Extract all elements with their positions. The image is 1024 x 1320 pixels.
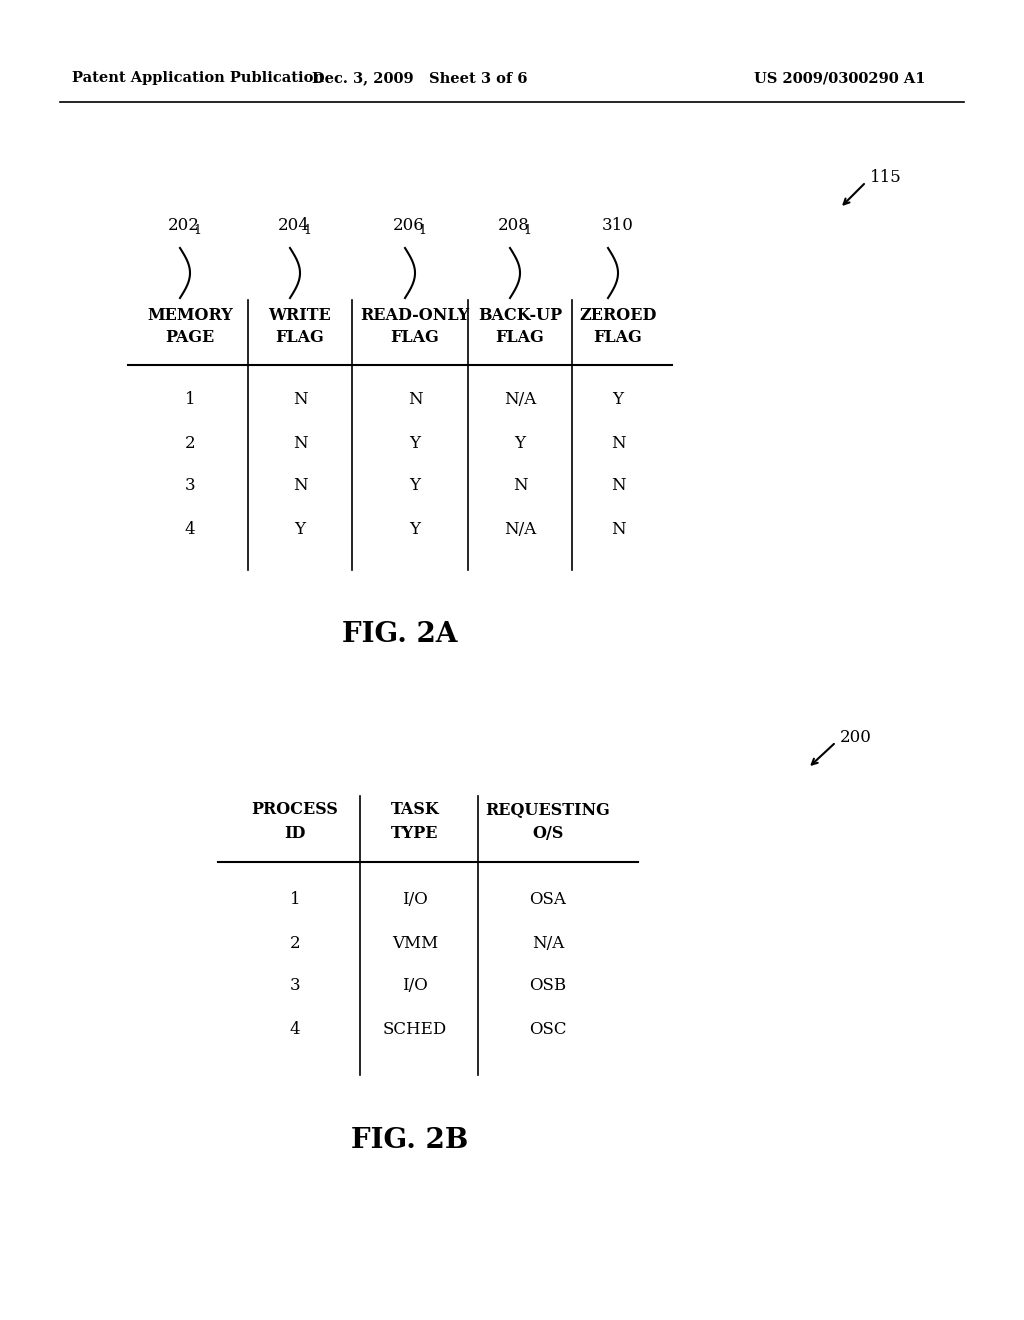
Text: REQUESTING: REQUESTING <box>485 801 610 818</box>
Text: BACK-UP: BACK-UP <box>478 306 562 323</box>
Text: PAGE: PAGE <box>165 330 215 346</box>
Text: READ-ONLY: READ-ONLY <box>360 306 470 323</box>
Text: 204: 204 <box>279 216 310 234</box>
Text: 1: 1 <box>303 223 311 236</box>
Text: 3: 3 <box>184 478 196 495</box>
Text: FLAG: FLAG <box>275 330 325 346</box>
Text: 2: 2 <box>290 935 300 952</box>
Text: 1: 1 <box>194 223 202 236</box>
Text: N: N <box>408 392 422 408</box>
Text: 1: 1 <box>419 223 427 236</box>
Text: 1: 1 <box>290 891 300 908</box>
Text: FIG. 2A: FIG. 2A <box>342 622 458 648</box>
Text: N: N <box>293 434 307 451</box>
Text: Y: Y <box>410 478 421 495</box>
Text: O/S: O/S <box>532 825 563 842</box>
Text: PROCESS: PROCESS <box>252 801 339 818</box>
Text: 1: 1 <box>523 223 531 236</box>
Text: 1: 1 <box>184 392 196 408</box>
Text: N: N <box>610 434 626 451</box>
Text: I/O: I/O <box>402 978 428 994</box>
Text: OSC: OSC <box>529 1020 566 1038</box>
Text: OSB: OSB <box>529 978 566 994</box>
Text: FLAG: FLAG <box>496 330 545 346</box>
Text: 206: 206 <box>393 216 425 234</box>
Text: TYPE: TYPE <box>391 825 438 842</box>
Text: 4: 4 <box>290 1020 300 1038</box>
Text: N: N <box>610 520 626 537</box>
Text: 208: 208 <box>498 216 530 234</box>
Text: I/O: I/O <box>402 891 428 908</box>
Text: Patent Application Publication: Patent Application Publication <box>72 71 324 84</box>
Text: MEMORY: MEMORY <box>147 306 232 323</box>
Text: N/A: N/A <box>531 935 564 952</box>
Text: N/A: N/A <box>504 520 537 537</box>
Text: Y: Y <box>295 520 305 537</box>
Text: Dec. 3, 2009   Sheet 3 of 6: Dec. 3, 2009 Sheet 3 of 6 <box>312 71 527 84</box>
Text: N/A: N/A <box>504 392 537 408</box>
Text: VMM: VMM <box>392 935 438 952</box>
Text: N: N <box>293 478 307 495</box>
Text: 200: 200 <box>840 730 871 747</box>
Text: SCHED: SCHED <box>383 1020 447 1038</box>
Text: Y: Y <box>514 434 525 451</box>
Text: Y: Y <box>410 520 421 537</box>
Text: N: N <box>293 392 307 408</box>
Text: 4: 4 <box>184 520 196 537</box>
Text: 202: 202 <box>168 216 200 234</box>
Text: 310: 310 <box>602 216 634 234</box>
Text: Y: Y <box>410 434 421 451</box>
Text: FLAG: FLAG <box>390 330 439 346</box>
Text: N: N <box>513 478 527 495</box>
Text: TASK: TASK <box>390 801 439 818</box>
Text: N: N <box>610 478 626 495</box>
Text: OSA: OSA <box>529 891 566 908</box>
Text: ID: ID <box>285 825 306 842</box>
Text: ZEROED: ZEROED <box>580 306 656 323</box>
Text: Y: Y <box>612 392 624 408</box>
Text: FIG. 2B: FIG. 2B <box>351 1126 469 1154</box>
Text: 3: 3 <box>290 978 300 994</box>
Text: WRITE: WRITE <box>268 306 332 323</box>
Text: US 2009/0300290 A1: US 2009/0300290 A1 <box>755 71 926 84</box>
Text: 2: 2 <box>184 434 196 451</box>
Text: 115: 115 <box>870 169 902 186</box>
Text: FLAG: FLAG <box>594 330 642 346</box>
